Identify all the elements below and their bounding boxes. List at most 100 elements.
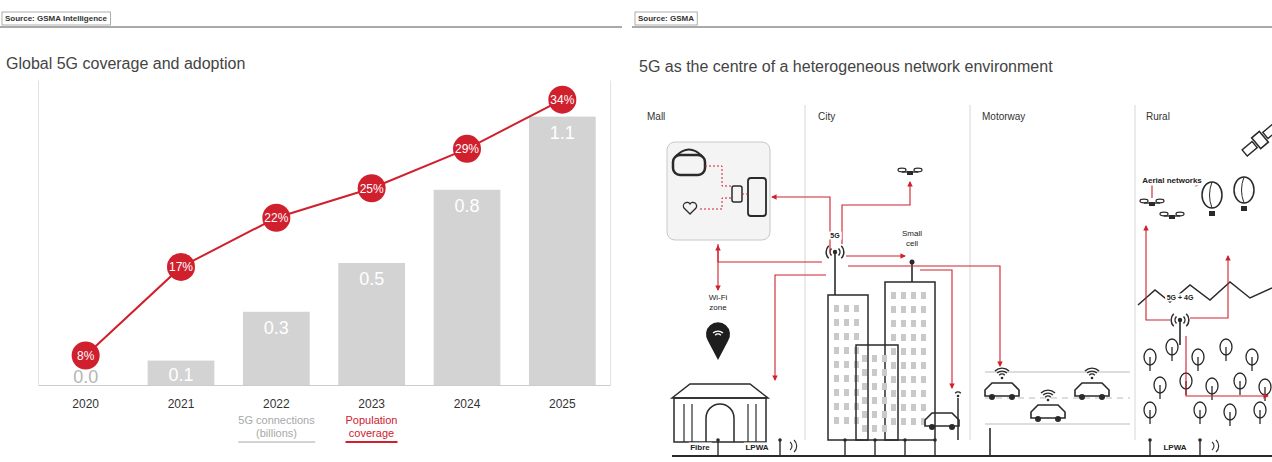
window — [891, 306, 896, 313]
connection — [842, 182, 910, 244]
text-line: 5G connections — [238, 414, 315, 426]
window — [891, 418, 896, 425]
tick-label: 2021 — [168, 397, 195, 411]
window — [891, 292, 896, 299]
zone-divider — [805, 105, 806, 440]
window — [891, 404, 896, 411]
window — [901, 390, 906, 397]
tree-trunk — [1239, 381, 1240, 395]
diagram-title: 5G as the centre of a heterogeneous netw… — [639, 58, 1053, 75]
zone-divider — [970, 105, 971, 440]
connection — [1152, 184, 1200, 198]
wifi-arc — [1085, 368, 1099, 371]
tree-trunk — [1197, 357, 1198, 371]
balloon — [1202, 182, 1222, 208]
tree — [1192, 349, 1204, 365]
window — [844, 361, 849, 368]
node-label: LPWA — [745, 443, 768, 452]
source-label: Source: GSMA Intelligence — [5, 14, 107, 23]
connection — [717, 244, 718, 290]
lpwa-wave — [1212, 440, 1219, 452]
tick: 2024 — [454, 397, 481, 411]
node-label: Wi-Fizone — [709, 293, 728, 312]
vr-strap — [676, 150, 702, 157]
balloon-seam — [1210, 182, 1213, 208]
window — [901, 418, 906, 425]
window — [844, 389, 849, 396]
label-ground — [1162, 443, 1188, 453]
tree — [1154, 377, 1166, 393]
text-line: zone — [709, 303, 727, 312]
building — [856, 345, 898, 440]
antenna-arc — [839, 249, 840, 256]
car — [925, 413, 959, 426]
tree — [1254, 402, 1266, 418]
connection — [772, 197, 830, 252]
window — [911, 334, 916, 341]
window — [891, 390, 896, 397]
tree — [1220, 339, 1232, 355]
window — [901, 320, 906, 327]
mall-column — [691, 404, 692, 442]
tree-trunk — [1149, 357, 1150, 371]
text-line: Wi-Fi — [709, 293, 728, 302]
connection — [718, 246, 822, 262]
page: Source: GSMA IntelligenceGlobal 5G cover… — [0, 0, 1272, 462]
backbone-drop — [844, 440, 845, 456]
window — [862, 411, 867, 418]
zone-label: Motorway — [982, 111, 1025, 122]
wifi-dot — [957, 395, 960, 398]
bar — [243, 312, 310, 385]
legend: 5G connections(billions)Populationcovera… — [238, 414, 397, 442]
data-label: 34% — [550, 93, 574, 107]
zone-label: Mall — [647, 111, 665, 122]
car — [1031, 405, 1065, 418]
window — [834, 319, 839, 326]
heart — [683, 202, 696, 214]
data-label: 25% — [360, 182, 384, 196]
window — [921, 390, 926, 397]
wifi-arc — [995, 368, 1009, 371]
window — [901, 376, 906, 383]
window — [911, 390, 916, 397]
zone-label: City — [818, 111, 835, 122]
antenna-arc — [1175, 317, 1176, 324]
label-ground — [744, 443, 770, 453]
window — [901, 348, 906, 355]
data-label: 17% — [169, 260, 193, 274]
window — [844, 333, 849, 340]
window — [834, 333, 839, 340]
lpwa-wave — [790, 440, 797, 452]
window — [891, 348, 896, 355]
window — [844, 305, 849, 312]
label-ground — [829, 232, 842, 240]
backbone-drop — [934, 440, 935, 456]
tree — [1144, 402, 1156, 418]
legend-key — [346, 441, 398, 443]
plot-marks — [72, 86, 596, 385]
window — [921, 362, 926, 369]
tree-trunk — [1225, 347, 1226, 361]
mall-roof — [672, 384, 768, 398]
tree-trunk — [1159, 385, 1160, 399]
window — [844, 319, 849, 326]
satellite-body — [1252, 131, 1269, 148]
wheel — [949, 424, 955, 430]
tree-trunk — [1171, 347, 1172, 361]
backbone-node — [1148, 438, 1152, 442]
node-label: Smallcell — [902, 229, 922, 248]
backbone-drop — [904, 440, 905, 456]
text-line: Small — [902, 229, 922, 238]
window — [834, 403, 839, 410]
tree-trunk — [1264, 387, 1265, 401]
drone-body — [1169, 215, 1175, 219]
source-box — [635, 12, 697, 25]
motorway-drop — [989, 428, 991, 456]
text-line: (billions) — [256, 427, 297, 439]
window — [834, 361, 839, 368]
marker — [167, 253, 195, 281]
y2-axis — [610, 81, 611, 386]
window — [844, 403, 849, 410]
lane — [985, 398, 1130, 399]
connection — [1186, 336, 1268, 396]
